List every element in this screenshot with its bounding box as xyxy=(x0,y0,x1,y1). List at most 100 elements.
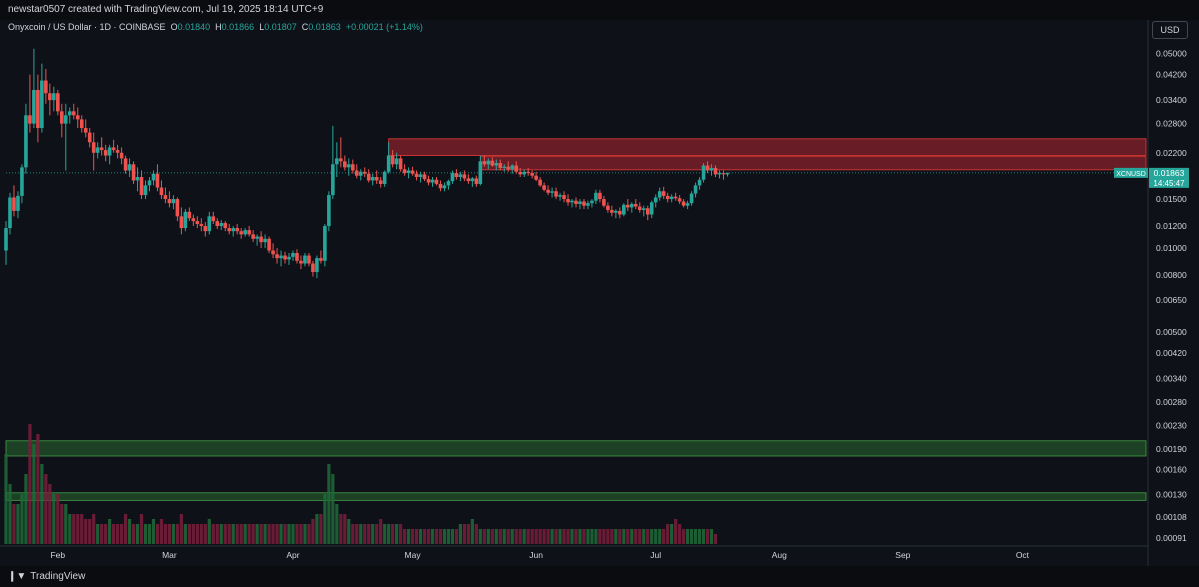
candle-body xyxy=(83,128,88,133)
candle-body xyxy=(350,164,355,171)
candle-body xyxy=(414,173,419,178)
y-tick-label: 0.03400 xyxy=(1156,95,1187,105)
candle-body xyxy=(490,160,495,166)
candle-body xyxy=(331,164,335,196)
volume-bar xyxy=(219,524,223,544)
legend-symbol[interactable]: Onyxcoin / US Dollar · 1D · COINBASE xyxy=(8,22,166,32)
volume-bar xyxy=(203,524,207,544)
footer-brand[interactable]: TradingView xyxy=(30,571,86,582)
volume-bar xyxy=(239,524,243,544)
candle-body xyxy=(586,203,590,206)
volume-bar xyxy=(163,524,168,544)
candle-body xyxy=(119,152,124,159)
candle-body xyxy=(103,150,108,156)
candle-body xyxy=(155,173,160,188)
candle-body xyxy=(410,170,415,174)
legend-open-label: O xyxy=(170,22,178,32)
volume-bar xyxy=(355,524,359,544)
volume-bar xyxy=(179,514,183,544)
resistance-zone xyxy=(479,156,1147,171)
volume-bar xyxy=(602,529,606,544)
volume-bar xyxy=(131,524,136,544)
candle-body xyxy=(610,210,614,213)
volume-bar xyxy=(48,484,52,544)
candle-body xyxy=(191,218,196,222)
candle-body xyxy=(362,171,367,174)
volume-bar xyxy=(235,524,239,544)
volume-bar xyxy=(127,519,132,544)
volume-bar xyxy=(562,529,566,544)
candle-body xyxy=(107,147,112,156)
legend-close-value: 0.01863 xyxy=(308,22,341,32)
candle-body xyxy=(370,177,375,181)
candle-body xyxy=(618,210,622,215)
candle-body xyxy=(685,203,690,206)
candle-body xyxy=(139,177,144,196)
candle-body xyxy=(87,132,92,143)
volume-bar xyxy=(343,514,347,544)
volume-bar xyxy=(80,514,84,544)
candle-body xyxy=(382,171,387,184)
candle-body xyxy=(578,201,582,204)
candle-body xyxy=(446,181,451,186)
currency-button[interactable]: USD xyxy=(1152,21,1188,39)
candle-body xyxy=(199,224,204,227)
volume-bar xyxy=(438,529,443,544)
volume-bar xyxy=(100,524,104,544)
candle-body xyxy=(175,199,180,217)
y-tick-label: 0.00340 xyxy=(1156,373,1187,383)
candle-body xyxy=(71,111,76,116)
y-tick-label: 0.00130 xyxy=(1156,490,1187,500)
candle-body xyxy=(498,163,503,168)
volume-bar xyxy=(215,524,219,544)
candle-body xyxy=(75,115,80,120)
volume-bar xyxy=(307,524,311,544)
tradingview-logo-icon[interactable]: ❙▼ xyxy=(8,571,27,582)
candle-body xyxy=(462,174,467,179)
volume-bar xyxy=(634,529,638,544)
candle-body xyxy=(470,178,475,182)
volume-bar xyxy=(662,529,666,544)
candle-body xyxy=(430,179,435,183)
price-tag-price: 0.01863 xyxy=(1154,168,1185,178)
candle-body xyxy=(713,167,718,175)
volume-bar xyxy=(303,524,307,544)
volume-bar xyxy=(566,529,570,544)
candle-body xyxy=(95,147,100,153)
volume-bar xyxy=(598,529,602,544)
volume-bar xyxy=(40,464,44,544)
candle-body xyxy=(550,191,554,193)
volume-bar xyxy=(139,514,144,544)
volume-bar xyxy=(135,524,140,544)
price-tag-symbol: XCNUSD xyxy=(1116,171,1146,178)
volume-bar xyxy=(550,529,554,544)
y-tick-label: 0.01000 xyxy=(1156,243,1187,253)
volume-bar xyxy=(554,529,558,544)
volume-bar xyxy=(108,519,112,544)
chart-area[interactable]: 0.060000.050000.042000.034000.028000.022… xyxy=(0,20,1199,566)
volume-bar xyxy=(626,529,630,544)
volume-bar xyxy=(339,514,343,544)
volume-bar xyxy=(223,524,227,544)
volume-bar xyxy=(689,529,694,544)
y-tick-label: 0.02200 xyxy=(1156,148,1187,158)
candle-body xyxy=(187,211,192,219)
y-tick-label: 0.00500 xyxy=(1156,327,1187,337)
price-chart[interactable]: 0.060000.050000.042000.034000.028000.022… xyxy=(0,20,1199,566)
price-tag-countdown: 14:45:47 xyxy=(1153,179,1185,188)
candle-body xyxy=(390,155,395,165)
candle-body xyxy=(52,93,56,101)
volume-bar xyxy=(454,529,459,544)
candle-body xyxy=(709,167,714,171)
candle-body xyxy=(630,203,634,208)
candle-body xyxy=(251,234,255,239)
candle-body xyxy=(418,174,423,178)
volume-bar xyxy=(227,524,231,544)
candle-body xyxy=(602,199,606,206)
volume-bar xyxy=(670,524,674,544)
candle-body xyxy=(442,185,447,189)
candle-body xyxy=(474,178,479,184)
candle-body xyxy=(339,158,343,162)
candle-body xyxy=(673,196,678,199)
